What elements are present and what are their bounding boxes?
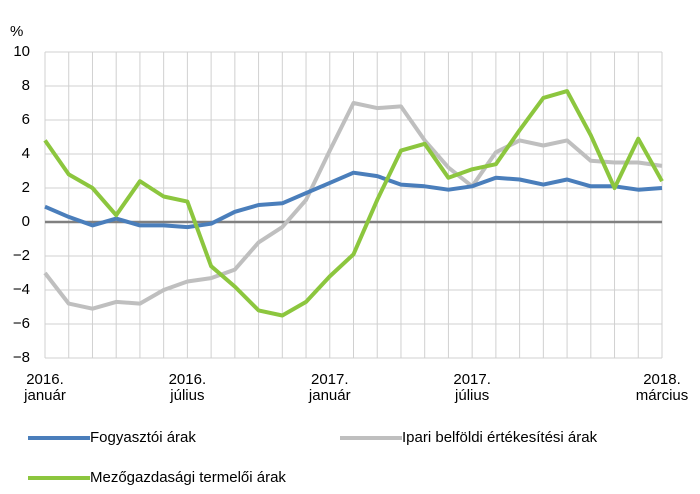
series-line [43,89,664,318]
series-line [44,170,663,230]
y-tick-label: 0 [22,213,30,230]
y-tick-label: −8 [13,349,30,366]
x-tick-label: 2017. július [453,371,491,404]
x-tick-label: 2016. január [24,371,66,404]
y-tick-label: −2 [13,247,30,264]
x-tick-label: 2017. január [308,371,351,404]
legend-label: Ipari belföldi értékesítési árak [402,429,598,446]
y-tick-label: −4 [13,281,30,298]
y-axis-label: % [10,23,23,40]
y-tick-label: −6 [13,315,30,332]
y-tick-label: 6 [22,111,30,128]
x-tick-label: 2018. március [635,371,689,404]
y-tick-label: 4 [22,145,30,162]
y-tick-label: 8 [22,77,30,94]
x-tick-label: 2016. július [168,371,207,404]
legend-label: Fogyasztói árak [90,429,196,446]
legend-label: Mezőgazdasági termelői árak [90,469,286,486]
y-tick-label: 10 [13,43,30,60]
series-line [43,101,663,311]
y-tick-label: 2 [22,179,30,196]
